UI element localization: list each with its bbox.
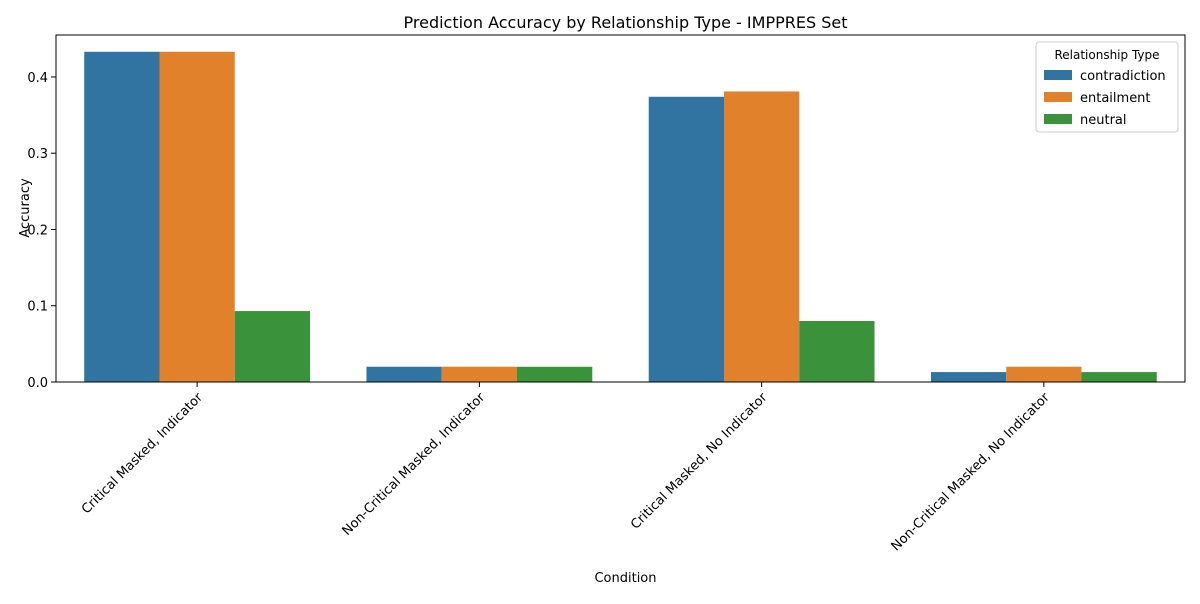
y-tick-label: 0.2 <box>27 223 48 238</box>
x-tick-label: Non-Critical Masked, Indicator <box>340 390 489 539</box>
x-tick-label: Critical Masked, Indicator <box>79 390 206 517</box>
legend-label-neutral: neutral <box>1080 113 1127 128</box>
x-axis-label: Condition <box>594 571 656 586</box>
bar-contradiction <box>648 96 724 383</box>
y-tick-label: 0.1 <box>27 300 48 315</box>
legend-swatch-entailment <box>1044 92 1072 102</box>
y-axis-label: Accuracy <box>18 178 33 238</box>
bar-neutral <box>234 311 311 382</box>
x-tick-label: Non-Critical Masked, No Indicator <box>889 390 1054 555</box>
y-tick-label: 0.3 <box>27 147 48 162</box>
bar-entailment <box>441 366 518 382</box>
bars-group <box>84 51 1157 383</box>
y-axis: 0.0 0.1 0.2 0.3 0.4 <box>27 71 56 391</box>
bar-entailment <box>723 91 800 382</box>
bar-contradiction <box>366 366 442 382</box>
bar-neutral <box>799 320 875 382</box>
y-tick-label: 0.4 <box>27 71 48 86</box>
legend-swatch-contradiction <box>1044 70 1072 80</box>
plot-frame <box>55 34 1186 383</box>
legend: Relationship Type contradiction entailment… <box>1035 41 1179 133</box>
bar-entailment <box>159 51 235 383</box>
y-tick-label: 0.0 <box>27 376 48 391</box>
bar-contradiction <box>84 51 160 383</box>
x-tick-label: Critical Masked, No Indicator <box>628 390 771 533</box>
legend-box <box>1035 41 1179 133</box>
bar-neutral <box>1081 372 1157 382</box>
x-axis: Critical Masked, Indicator Non-Critical M… <box>79 382 1053 554</box>
chart-title: Prediction Accuracy by Relationship Type… <box>404 13 848 32</box>
legend-label-entailment: entailment <box>1080 91 1151 106</box>
legend-label-contradiction: contradiction <box>1080 69 1166 84</box>
bar-contradiction <box>930 372 1007 382</box>
legend-swatch-neutral <box>1044 114 1072 124</box>
legend-title: Relationship Type <box>1054 48 1159 62</box>
bar-neutral <box>517 366 593 382</box>
bar-entailment <box>1006 366 1082 382</box>
